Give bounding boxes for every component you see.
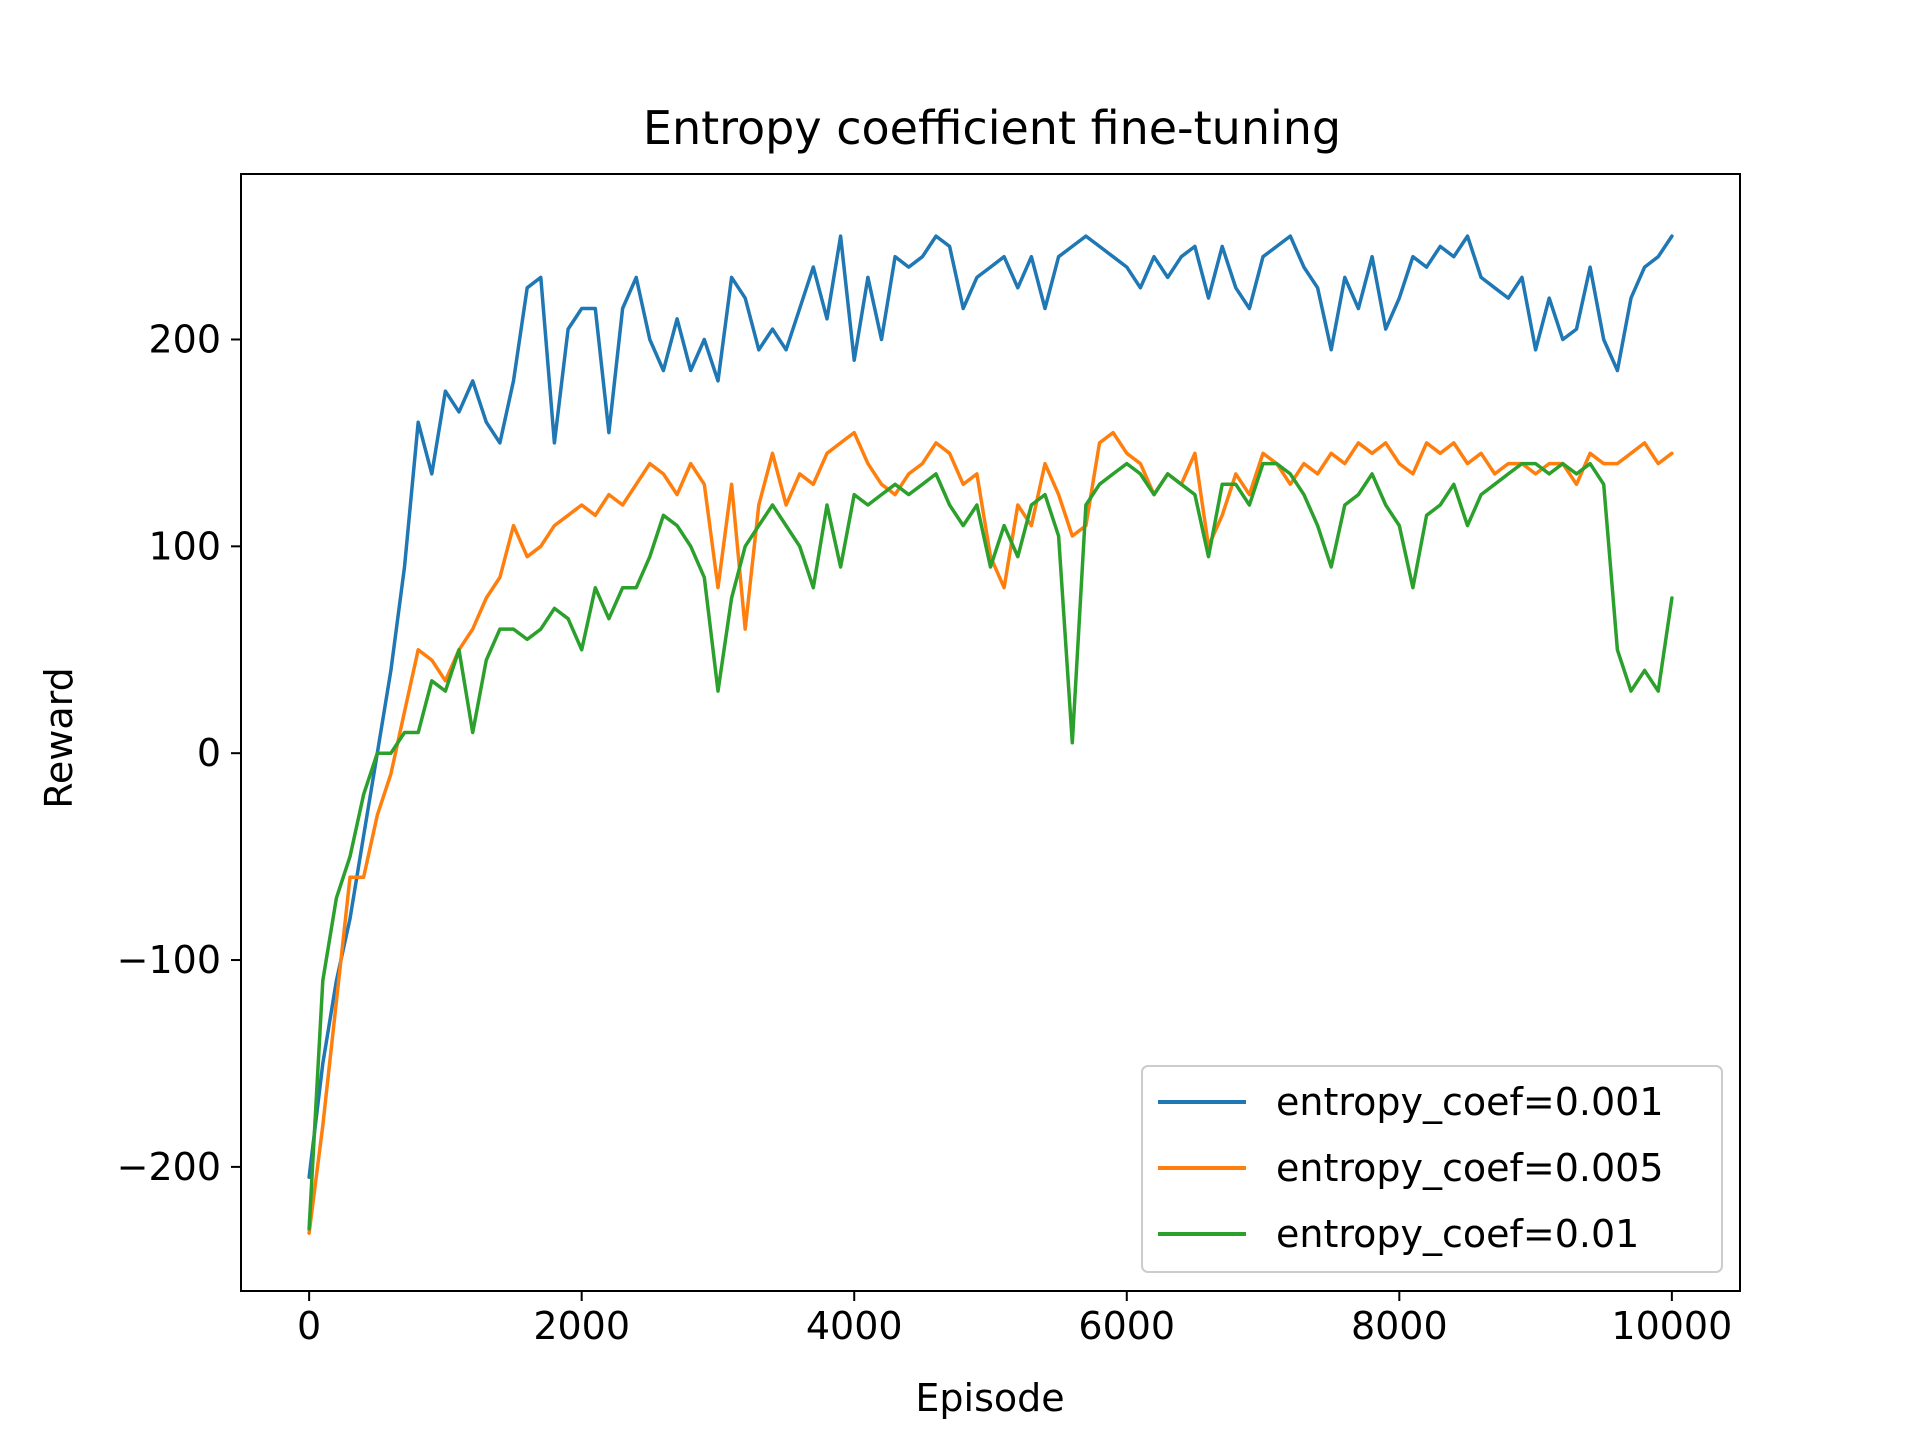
x-axis: 0 2000 4000 6000 8000 10000 xyxy=(297,1291,1732,1348)
legend-label-2: entropy_coef=0.005 xyxy=(1276,1146,1664,1190)
x-axis-label: Episode xyxy=(915,1376,1064,1420)
y-tick-label: −100 xyxy=(117,938,221,982)
chart-title: Entropy coefficient fine-tuning xyxy=(643,101,1341,155)
legend-box xyxy=(1141,1065,1723,1273)
x-tick-label: 2000 xyxy=(533,1304,630,1348)
y-tick-label: 200 xyxy=(148,317,221,361)
x-tick-label: 6000 xyxy=(1078,1304,1175,1348)
legend-label-1: entropy_coef=0.001 xyxy=(1276,1080,1664,1124)
y-tick-label: 100 xyxy=(148,524,221,568)
x-tick-label: 8000 xyxy=(1351,1304,1448,1348)
plot-lines xyxy=(307,234,1674,1235)
legend: entropy_coef=0.001 entropy_coef=0.005entr… xyxy=(1141,1065,1723,1273)
y-axis: −200 −100 0 100 200 xyxy=(117,317,241,1189)
plot-frame xyxy=(240,173,1741,1292)
x-tick-label: 0 xyxy=(297,1304,321,1348)
x-tick-label: 10000 xyxy=(1611,1304,1732,1348)
x-tick-label: 4000 xyxy=(806,1304,903,1348)
series-line-2 xyxy=(307,430,1674,1235)
y-tick-label: −200 xyxy=(117,1145,221,1189)
y-axis-label: Reward xyxy=(37,667,81,809)
legend-label-3: entropy_coef=0.01 xyxy=(1276,1212,1639,1256)
series-line-3 xyxy=(307,461,1674,1231)
series-line-1 xyxy=(307,234,1674,1179)
y-tick-label: 0 xyxy=(197,731,221,775)
